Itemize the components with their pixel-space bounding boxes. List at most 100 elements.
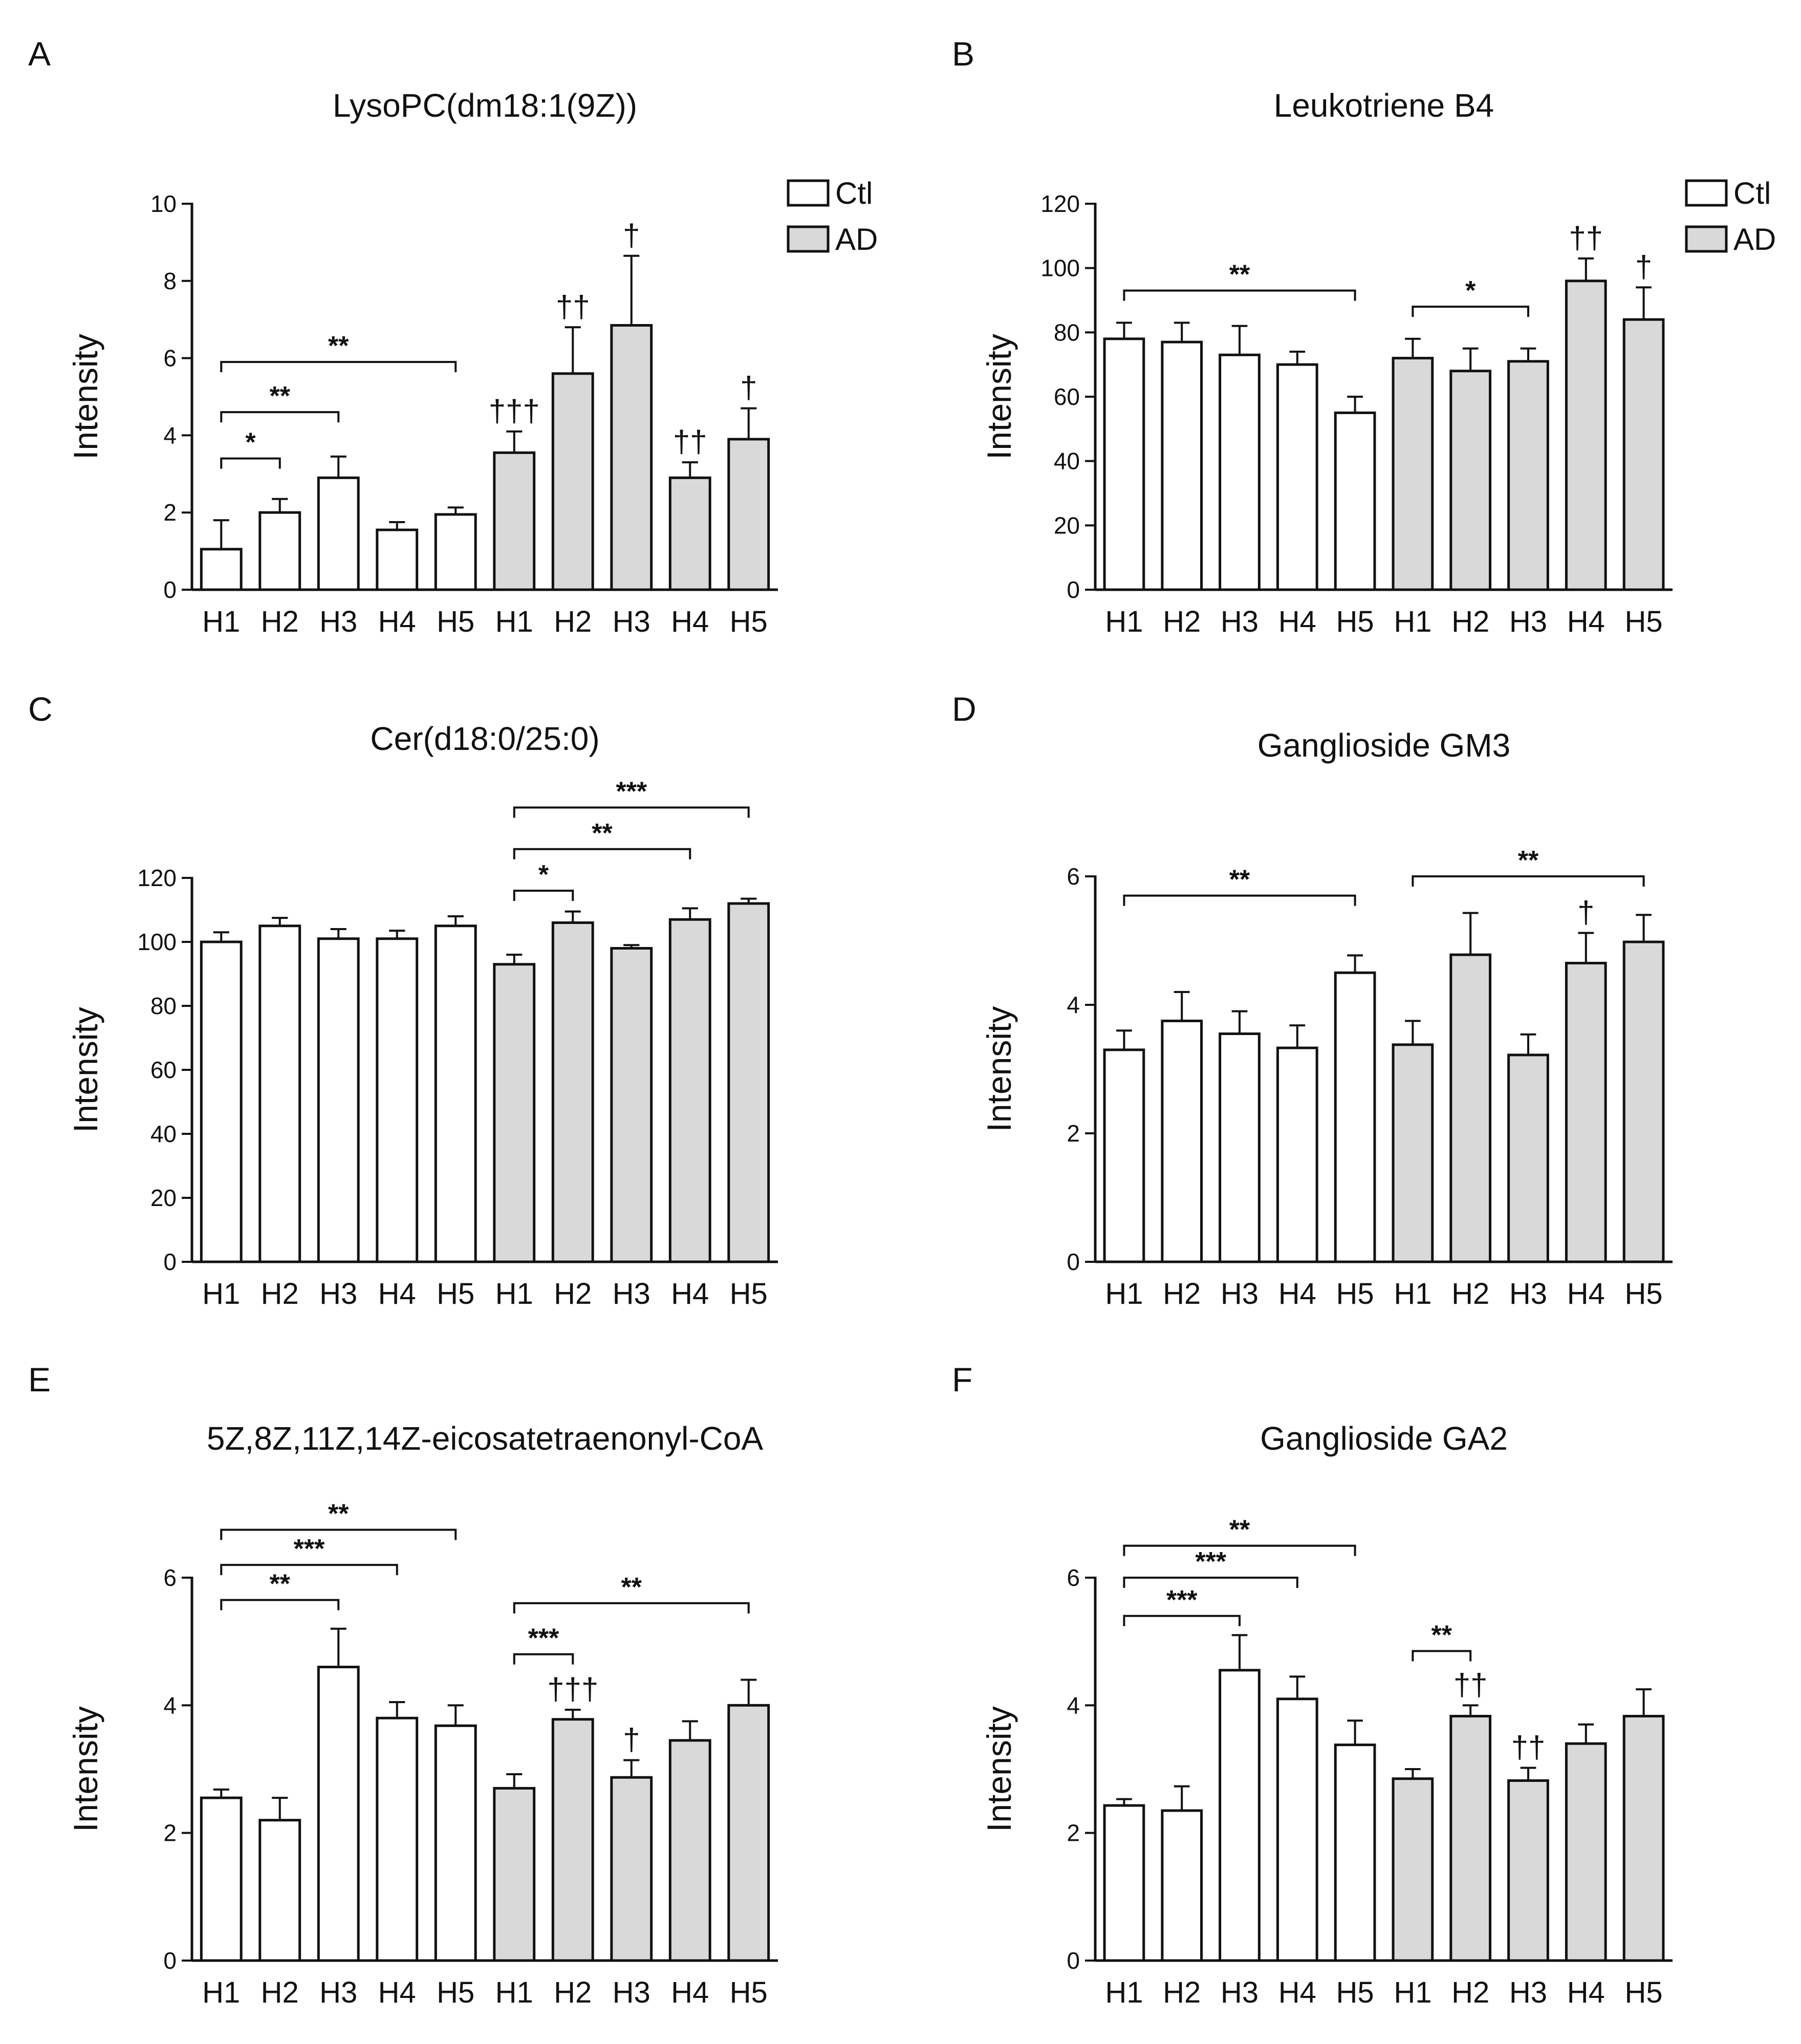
x-tick-label: H5 [730, 1976, 768, 2009]
bar [200, 548, 243, 591]
significance-bracket [513, 848, 691, 859]
significance-bracket [220, 1599, 340, 1610]
bar [258, 924, 301, 1263]
y-tick-label: 6 [163, 345, 177, 372]
panel-letter: F [952, 1361, 972, 1398]
legend-swatch [1685, 225, 1728, 253]
y-tick-label: 100 [137, 929, 177, 955]
bar [727, 1704, 770, 1962]
x-tick-label: H2 [261, 1277, 299, 1310]
significance-label: * [1465, 276, 1476, 306]
y-tick-label: 40 [150, 1121, 177, 1147]
y-tick-label: 0 [1067, 1249, 1080, 1275]
legend-swatch [1685, 179, 1728, 207]
bar [668, 1739, 711, 1962]
dagger-label: ††† [489, 394, 540, 428]
y-tick-label: 6 [1067, 1564, 1080, 1591]
x-tick-label: H1 [1394, 605, 1431, 638]
bar [668, 918, 711, 1263]
dagger-label: †† [1453, 1667, 1488, 1702]
dagger-label: †† [673, 424, 707, 459]
y-axis-title: Intensity [67, 1007, 104, 1133]
x-tick-label: H1 [1105, 1976, 1143, 2009]
x-tick-label: H1 [1105, 1277, 1143, 1310]
legend-swatch [787, 225, 830, 253]
legend-label: AD [835, 222, 878, 256]
legend: Ctl AD [787, 176, 878, 256]
significance-bracket [220, 361, 457, 373]
panel-b: B Leukotriene B4 Intensity 0 20 40 60 80 100 120 †… [952, 35, 1776, 638]
significance-label: ** [1229, 1515, 1250, 1545]
y-tick-label: 2 [163, 1820, 177, 1846]
bar [1276, 363, 1318, 591]
significance-label: ** [621, 1573, 642, 1602]
significance-label: *** [528, 1624, 559, 1653]
y-tick-label: 4 [163, 422, 177, 448]
bar [1334, 971, 1376, 1263]
y-tick-label: 6 [1067, 863, 1080, 890]
x-tick-label: H5 [1625, 605, 1663, 638]
x-tick-label: H5 [437, 605, 474, 638]
bar [200, 1796, 243, 1962]
dagger-label: † [623, 218, 640, 252]
significance-bracket [220, 1564, 398, 1576]
x-tick-label: H2 [261, 605, 299, 638]
x-tick-label: H4 [671, 605, 709, 638]
x-tick-label: H2 [554, 605, 592, 638]
significance-bracket [513, 806, 750, 818]
x-tick-label: H4 [1567, 1277, 1605, 1310]
significance-label: ** [328, 1499, 349, 1529]
x-tick-label: H3 [1221, 605, 1258, 638]
x-tick-label: H1 [1394, 1277, 1431, 1310]
bar [1219, 1032, 1261, 1263]
x-tick-label: H4 [671, 1976, 709, 2009]
significance-bracket [220, 1529, 457, 1540]
bar [376, 1716, 419, 1962]
chart-title: 5Z,8Z,11Z,14Z-eicosatetraenonyl-CoA [207, 1420, 764, 1457]
bar [1565, 961, 1607, 1263]
significance-bracket [220, 457, 281, 469]
y-tick-label: 8 [163, 268, 177, 294]
x-tick-label: H1 [202, 605, 240, 638]
panel-letter: E [28, 1361, 51, 1398]
y-tick-label: 2 [163, 499, 177, 526]
bar [1392, 357, 1434, 591]
x-tick-label: H1 [495, 1976, 533, 2009]
significance-bracket [1123, 1544, 1356, 1556]
x-tick-label: H1 [495, 605, 533, 638]
bar [1161, 340, 1203, 591]
bar [200, 940, 243, 1263]
bar [317, 1666, 360, 1962]
x-tick-label: H1 [202, 1976, 240, 2009]
y-tick-label: 20 [150, 1185, 177, 1211]
significance-bracket [1123, 1577, 1298, 1588]
x-tick-label: H3 [1509, 1976, 1547, 2009]
bar [610, 324, 653, 591]
legend-label: Ctl [1733, 176, 1771, 210]
panel-c: C Cer(d18:0/25:0) Intensity 0 20 40 60 80 100 120… [28, 690, 778, 1310]
significance-label: *** [616, 777, 647, 807]
y-tick-label: 80 [150, 993, 177, 1019]
significance-label: ** [1431, 1620, 1452, 1650]
significance-bracket [513, 1602, 750, 1613]
bar [258, 1819, 301, 1962]
legend-label: Ctl [835, 176, 873, 210]
chart-title: Leukotriene B4 [1274, 87, 1494, 124]
significance-label: * [245, 428, 256, 458]
x-tick-label: H5 [1625, 1277, 1663, 1310]
bar [1161, 1019, 1203, 1263]
x-tick-label: H2 [1451, 1277, 1489, 1310]
y-tick-label: 4 [1067, 992, 1080, 1018]
x-tick-label: H3 [319, 1976, 357, 2009]
bar [1103, 337, 1145, 591]
x-tick-label: H2 [1451, 605, 1489, 638]
significance-label: *** [1166, 1585, 1198, 1615]
bar [434, 1724, 477, 1962]
y-tick-label: 6 [163, 1564, 177, 1591]
significance-label: ** [1518, 846, 1539, 875]
panel-a: ALysoPC(dm18:1(9Z))Intensity0246810†††††… [28, 35, 878, 638]
chart-title: Ganglioside GA2 [1260, 1420, 1508, 1457]
significance-bracket [1412, 1650, 1472, 1662]
significance-label: ** [1229, 260, 1250, 290]
x-tick-label: H2 [1163, 605, 1201, 638]
